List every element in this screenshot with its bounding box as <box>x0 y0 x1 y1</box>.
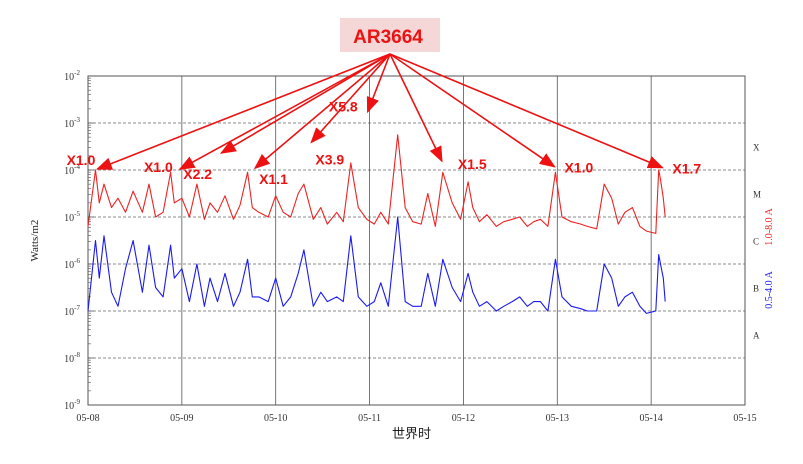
y-tick-label: 10-2 <box>64 69 80 83</box>
x-tick-label: 05-10 <box>264 413 287 424</box>
y-tick-label: 10-5 <box>64 210 80 224</box>
legend-label: 1.0-8.0 A <box>764 207 775 245</box>
annotation-arrow <box>310 53 391 144</box>
flare-label: X5.8 <box>329 99 358 115</box>
y-tick-label: 10-8 <box>64 351 80 365</box>
flare-label: X1.0 <box>564 160 593 176</box>
annotation-arrow <box>389 53 664 169</box>
region-title-box <box>340 18 440 52</box>
annotation-arrow <box>178 53 391 170</box>
class-label: B <box>753 284 759 294</box>
x-tick-label: 05-11 <box>358 413 381 424</box>
annotation-arrow <box>366 53 391 114</box>
class-label: C <box>753 237 759 247</box>
annotation-arrow <box>95 53 391 170</box>
y-tick-label: 10-3 <box>64 116 80 130</box>
series-line-long <box>87 134 666 234</box>
y-tick-label: 10-9 <box>64 398 80 412</box>
annotation-arrow <box>253 53 391 170</box>
annotation-arrow <box>389 53 443 163</box>
x-tick-label: 05-08 <box>76 413 99 424</box>
x-tick-label: 05-12 <box>452 413 475 424</box>
class-label: M <box>753 190 761 200</box>
region-title: AR3664 <box>353 27 423 48</box>
class-label: X <box>753 143 760 153</box>
y-tick-label: 10-7 <box>64 304 80 318</box>
x-tick-label: 05-13 <box>546 413 569 424</box>
flare-label: X2.2 <box>183 166 212 182</box>
legend-label: 0.5-4.0 A <box>764 270 775 308</box>
y-tick-label: 10-4 <box>64 163 80 177</box>
flare-label: X1.1 <box>259 171 288 187</box>
annotation-arrow <box>389 53 556 168</box>
y-axis-title: Watts/m2 <box>29 220 41 262</box>
x-tick-label: 05-15 <box>733 413 756 424</box>
flare-label: X1.0 <box>67 152 96 168</box>
x-tick-label: 05-14 <box>639 413 662 424</box>
annotation-arrow <box>219 53 391 154</box>
y-tick-label: 10-6 <box>64 257 80 271</box>
flare-label: X3.9 <box>315 151 344 167</box>
x-axis-title: 世界时 <box>392 426 431 441</box>
flare-label: X1.7 <box>672 161 701 177</box>
plot-area <box>87 75 746 406</box>
flare-label: X1.0 <box>144 159 173 175</box>
series-line-short <box>87 216 666 314</box>
class-label: A <box>753 331 760 341</box>
x-tick-label: 05-09 <box>170 413 193 424</box>
flare-label: X1.5 <box>458 156 487 172</box>
